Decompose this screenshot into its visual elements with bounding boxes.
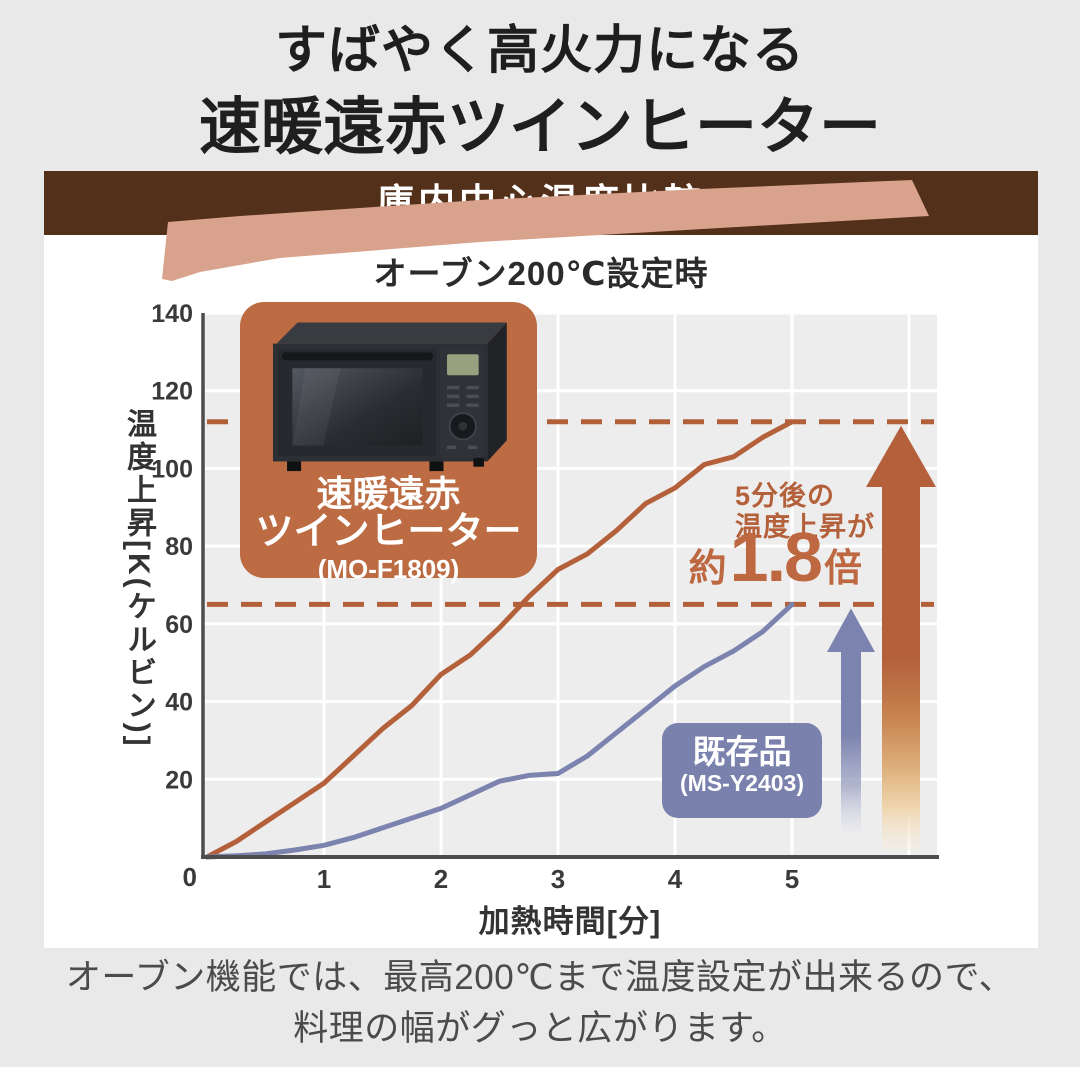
card-subtitle: オーブン200℃設定時 [373, 255, 709, 292]
annotation-number: 1.8 [729, 518, 823, 596]
new-product-name-line2: ツインヒーター [255, 510, 522, 553]
x-axis-title: 加熱時間[分] [478, 904, 662, 939]
footer-line2: 料理の幅がグっと広がります。 [293, 1008, 787, 1048]
headline-line1: すばやく高火力になる [274, 22, 805, 80]
product-photo [272, 322, 507, 472]
y-axis-title: 温度上昇[K(ケルビン)] [122, 408, 155, 749]
comparison-card: 庫内中心温度比較 オーブン200℃設定時 [44, 171, 1038, 948]
brush-highlight [162, 180, 929, 281]
existing-product-name: 既存品 [692, 733, 792, 770]
existing-product-model: (MS-Y2403) [680, 770, 804, 797]
new-product-name-line1: 速暖遠赤 [316, 473, 461, 514]
annotation-ratio: 約 1.8 倍 [689, 522, 862, 592]
footer-caption: オーブン機能では、最高200℃まで温度設定が出来るので、 料理の幅がグっと広がり… [0, 953, 1080, 1055]
footer-line1: オーブン機能では、最高200℃まで温度設定が出来るので、 [65, 958, 1015, 997]
headline-line2: 速暖遠赤ツインヒーター [198, 93, 881, 162]
new-product-model: (MO-F1809) [317, 553, 460, 584]
headline-line2-wrap: 速暖遠赤ツインヒーター [0, 70, 1080, 281]
annotation-prefix: 約 [688, 548, 727, 590]
existing-product-label-box: 既存品 (MS-Y2403) [662, 723, 822, 818]
new-product-label-box: 速暖遠赤 ツインヒーター (MO-F1809) [240, 302, 537, 583]
annotation-suffix: 倍 [823, 548, 862, 590]
